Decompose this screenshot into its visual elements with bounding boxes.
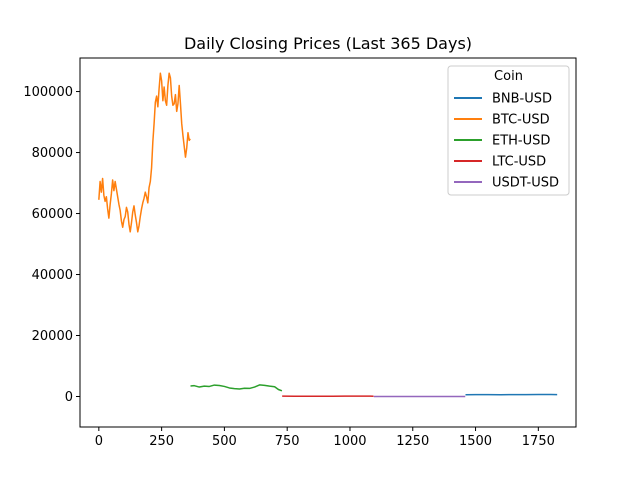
x-tick-label: 1500	[459, 434, 492, 449]
axes-frame	[79, 57, 577, 428]
legend-label-ltc-usd: LTC-USD	[492, 155, 546, 170]
x-tick-label: 250	[149, 434, 174, 449]
y-axis: 0 20000 40000 60000 80000 100000	[23, 85, 80, 405]
legend-title: Coin	[494, 69, 523, 84]
x-tick-label: 1750	[522, 434, 555, 449]
series-line-eth-usd	[190, 384, 283, 392]
series-line-btc-usd	[98, 72, 191, 233]
legend-label-bnb-usd: BNB-USD	[492, 92, 552, 107]
legend: Coin BNB-USD BTC-USD ETH-USD LTC-USD USDT-US…	[447, 65, 570, 196]
legend-label-usdt-usd: USDT-USD	[492, 176, 559, 191]
chart-title: Daily Closing Prices (Last 365 Days)	[184, 34, 472, 53]
y-tick-label: 0	[65, 390, 73, 405]
legend-label-eth-usd: ETH-USD	[492, 134, 550, 149]
x-tick-label: 0	[95, 434, 103, 449]
x-tick-label: 750	[275, 434, 300, 449]
x-tick-label: 1250	[396, 434, 429, 449]
series-layer	[98, 72, 558, 398]
y-tick-label: 80000	[32, 146, 73, 161]
x-tick-label: 500	[212, 434, 237, 449]
y-tick-label: 60000	[32, 207, 73, 222]
legend-label-btc-usd: BTC-USD	[492, 113, 550, 128]
x-tick-label: 1000	[333, 434, 366, 449]
plot-area	[79, 57, 577, 428]
y-tick-label: 100000	[23, 85, 73, 100]
y-tick-label: 20000	[32, 329, 73, 344]
y-tick-label: 40000	[32, 268, 73, 283]
legend-items: BNB-USD BTC-USD ETH-USD LTC-USD USDT-USD	[454, 92, 559, 191]
x-axis: 0 250 500 750 1000 1250 1500 1750	[95, 427, 555, 449]
